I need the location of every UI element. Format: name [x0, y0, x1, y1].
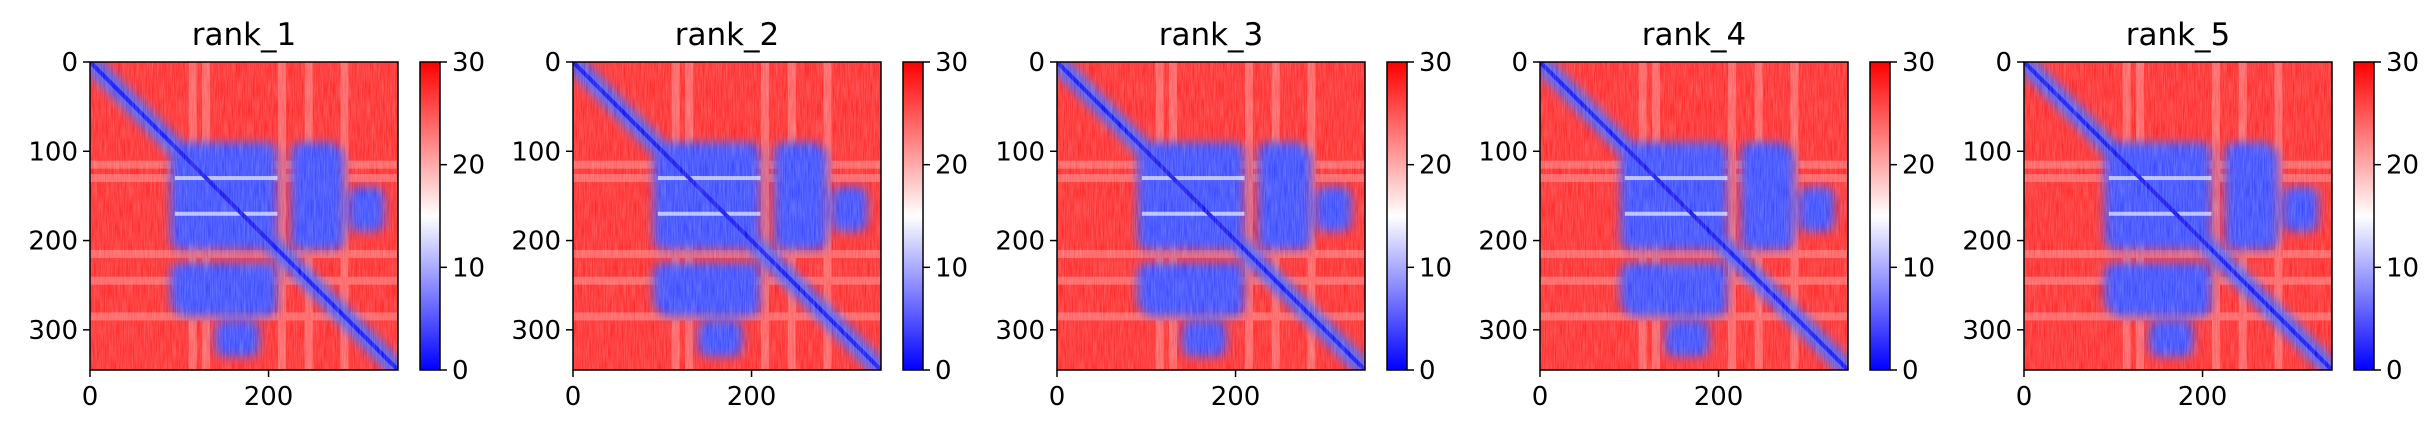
heatmap-texture	[573, 62, 881, 370]
y-tick-label: 0	[1511, 48, 1528, 78]
y-tick-label: 200	[511, 227, 561, 257]
y-tick-label: 0	[544, 48, 561, 78]
x-tick-label: 0	[2016, 382, 2033, 412]
y-tick-label: 0	[1028, 48, 1045, 78]
colorbar: 0 10 20 30	[419, 48, 485, 386]
y-tick-label: 300	[1962, 316, 2012, 346]
heatmap-panel-5: rank_5 0 100 200 300 0 200 0 10 20 30	[1962, 17, 2419, 412]
heatmap-frame	[1539, 61, 1849, 371]
y-tick-label: 200	[1478, 227, 1528, 257]
colorbar-gradient	[419, 61, 441, 371]
colorbar-tick-label: 20	[1902, 151, 1935, 181]
y-tick-label: 0	[61, 48, 78, 78]
y-tick-label: 100	[28, 137, 78, 167]
colorbar-tick-label: 20	[452, 151, 485, 181]
heatmap-panel-1: rank_1 0 100 200 300 0 200 0 10 20 30	[28, 17, 485, 412]
heatmap-title: rank_5	[2126, 17, 2231, 53]
y-tick-label: 300	[28, 316, 78, 346]
colorbar: 0 10 20 30	[1386, 48, 1452, 386]
heatmap-title: rank_2	[675, 17, 780, 53]
colorbar-tick-label: 30	[452, 48, 485, 78]
colorbar: 0 10 20 30	[1869, 48, 1935, 386]
colorbar-tick-label: 30	[1419, 48, 1452, 78]
colorbar-gradient	[902, 61, 924, 371]
heatmap-frame	[572, 61, 882, 371]
x-tick-label: 200	[1211, 382, 1261, 412]
heatmap-plot-area	[1057, 62, 1365, 370]
colorbar-gradient	[2353, 61, 2375, 371]
heatmap-frame	[1056, 61, 1366, 371]
y-tick-label: 200	[28, 227, 78, 257]
heatmap-texture	[2024, 62, 2332, 370]
x-tick-label: 0	[565, 382, 582, 412]
colorbar-tick-label: 30	[935, 48, 968, 78]
heatmap-texture	[1057, 62, 1365, 370]
heatmap-texture	[90, 62, 398, 370]
colorbar-tick-label: 10	[935, 253, 968, 283]
heatmap-title: rank_1	[192, 17, 297, 53]
colorbar-gradient	[1869, 61, 1891, 371]
x-tick-label: 200	[244, 382, 294, 412]
colorbar-tick-label: 0	[1902, 356, 1919, 386]
colorbar-gradient	[1386, 61, 1408, 371]
x-tick-label: 0	[1049, 382, 1066, 412]
heatmap-texture	[1540, 62, 1848, 370]
y-tick-label: 100	[511, 137, 561, 167]
y-tick-label: 300	[511, 316, 561, 346]
heatmap-frame	[2023, 61, 2333, 371]
colorbar-tick-label: 10	[2386, 253, 2419, 283]
y-tick-label: 300	[995, 316, 1045, 346]
y-tick-label: 100	[1478, 137, 1528, 167]
colorbar-tick-label: 30	[1902, 48, 1935, 78]
x-tick-label: 0	[82, 382, 99, 412]
colorbar: 0 10 20 30	[2353, 48, 2419, 386]
y-tick-label: 100	[1962, 137, 2012, 167]
colorbar-tick-label: 20	[2386, 151, 2419, 181]
y-tick-label: 200	[1962, 227, 2012, 257]
heatmap-title: rank_3	[1159, 17, 1264, 53]
heatmap-panel-4: rank_4 0 100 200 300 0 200 0 10 20 30	[1478, 17, 1935, 412]
heatmap-panel-3: rank_3 0 100 200 300 0 200 0 10 20 30	[995, 17, 1452, 412]
y-tick-label: 100	[995, 137, 1045, 167]
colorbar-tick-label: 20	[935, 151, 968, 181]
y-tick-label: 200	[995, 227, 1045, 257]
colorbar-tick-label: 0	[935, 356, 952, 386]
colorbar-tick-label: 30	[2386, 48, 2419, 78]
heatmap-title: rank_4	[1642, 17, 1747, 53]
x-tick-label: 200	[727, 382, 777, 412]
heatmap-plot-area	[2024, 62, 2332, 370]
colorbar: 0 10 20 30	[902, 48, 968, 386]
colorbar-tick-label: 10	[452, 253, 485, 283]
heatmap-plot-area	[90, 62, 398, 370]
y-tick-label: 300	[1478, 316, 1528, 346]
x-tick-label: 200	[2178, 382, 2228, 412]
colorbar-tick-label: 10	[1902, 253, 1935, 283]
y-tick-label: 0	[1995, 48, 2012, 78]
heatmap-panel-2: rank_2 0 100 200 300 0 200 0 10 20 30	[511, 17, 968, 412]
x-tick-label: 0	[1532, 382, 1549, 412]
heatmap-plot-area	[573, 62, 881, 370]
colorbar-tick-label: 0	[1419, 356, 1436, 386]
x-tick-label: 200	[1694, 382, 1744, 412]
colorbar-tick-label: 0	[452, 356, 469, 386]
colorbar-tick-label: 0	[2386, 356, 2403, 386]
heatmap-plot-area	[1540, 62, 1848, 370]
colorbar-tick-label: 10	[1419, 253, 1452, 283]
colorbar-tick-label: 20	[1419, 151, 1452, 181]
heatmap-frame	[89, 61, 399, 371]
